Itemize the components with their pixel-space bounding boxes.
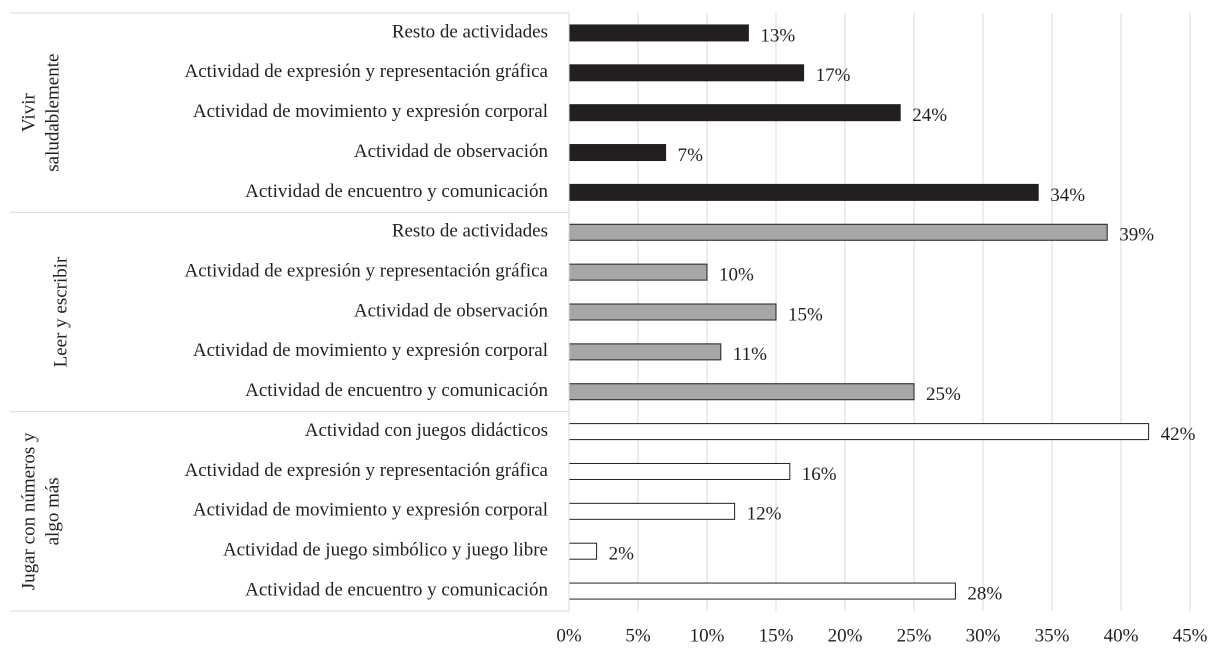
x-tick-label: 20%: [828, 625, 863, 646]
value-label: 11%: [733, 344, 767, 365]
category-label: Actividad de movimiento y expresión corp…: [193, 101, 548, 122]
bar: [568, 582, 956, 600]
x-tick-label: 25%: [897, 625, 932, 646]
value-label: 24%: [912, 105, 947, 126]
category-label: Resto de actividades: [392, 21, 548, 42]
value-label: 16%: [802, 464, 837, 485]
value-label: 10%: [719, 264, 754, 285]
category-label: Resto de actividades: [392, 221, 548, 242]
category-label: Actividad con juegos didácticos: [305, 420, 548, 441]
bar: [568, 423, 1150, 441]
bar: [568, 343, 722, 361]
category-label: Actividad de juego simbólico y juego lib…: [223, 540, 548, 561]
x-tick-label: 35%: [1035, 625, 1070, 646]
group-label: algo más: [42, 477, 63, 545]
value-label: 7%: [678, 145, 704, 166]
category-label: Actividad de expresión y representación …: [185, 260, 549, 281]
bar: [568, 24, 749, 42]
category-label: Actividad de observación: [354, 141, 549, 162]
value-label: 17%: [816, 65, 851, 86]
category-label: Actividad de encuentro y comunicación: [245, 181, 548, 202]
bar: [568, 64, 805, 82]
bar: [568, 263, 708, 281]
category-label: Actividad de expresión y representación …: [185, 61, 549, 82]
value-label: 39%: [1119, 225, 1154, 246]
bar: [568, 462, 791, 480]
group-label: Jugar con números y: [18, 432, 39, 590]
value-label: 12%: [747, 504, 782, 525]
group-label: Leer y escribir: [50, 256, 71, 367]
group-label: Vivir: [18, 93, 39, 133]
x-tick-label: 30%: [966, 625, 1001, 646]
value-label: 13%: [760, 25, 795, 46]
x-tick-label: 10%: [690, 625, 725, 646]
x-tick-label: 0%: [556, 625, 582, 646]
bar: [568, 383, 915, 401]
value-label: 42%: [1161, 424, 1196, 445]
value-label: 34%: [1050, 185, 1085, 206]
category-label: Actividad de encuentro y comunicación: [245, 579, 548, 600]
bar: [568, 303, 777, 321]
category-label: Actividad de movimiento y expresión corp…: [193, 340, 548, 361]
x-tick-label: 5%: [625, 625, 651, 646]
value-label: 25%: [926, 384, 961, 405]
bar: [568, 223, 1108, 241]
category-label: Actividad de observación: [354, 300, 549, 321]
x-tick-label: 45%: [1173, 625, 1208, 646]
bar: [568, 542, 598, 560]
x-tick-label: 15%: [759, 625, 794, 646]
x-tick-label: 40%: [1104, 625, 1139, 646]
value-label: 28%: [967, 583, 1002, 604]
category-label: Actividad de expresión y representación …: [185, 460, 549, 481]
category-label: Actividad de encuentro y comunicación: [245, 380, 548, 401]
bar: [568, 104, 901, 122]
bar: [568, 144, 667, 162]
value-label: 2%: [609, 544, 635, 565]
group-label: saludablemente: [42, 54, 63, 172]
value-label: 15%: [788, 304, 823, 325]
bar: [568, 502, 736, 520]
bar: [568, 183, 1039, 201]
category-label: Actividad de movimiento y expresión corp…: [193, 500, 548, 521]
